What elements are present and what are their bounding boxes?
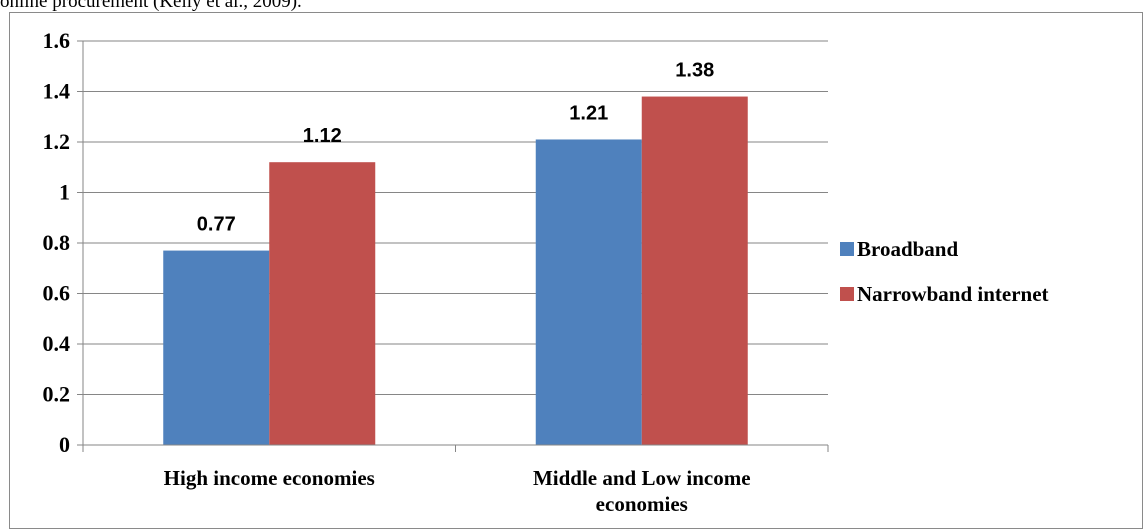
x-category-label: Middle and Low income xyxy=(533,466,751,490)
y-tick-label: 0 xyxy=(59,432,70,457)
data-label: 1.21 xyxy=(569,102,608,124)
bar-narrowband-internet xyxy=(641,96,748,446)
bar-broadband xyxy=(163,250,270,445)
legend: Broadband Narrowband internet xyxy=(840,237,1049,306)
legend-swatch xyxy=(840,242,854,256)
y-tick-label: 1.2 xyxy=(43,129,71,154)
y-tick-label: 0.8 xyxy=(43,230,71,255)
y-tick-label: 1.4 xyxy=(43,79,71,104)
y-tick-label: 0.4 xyxy=(43,331,71,356)
y-tick-label: 1 xyxy=(59,180,70,205)
bar-broadband xyxy=(535,139,642,445)
data-label: 0.77 xyxy=(197,214,236,236)
legend-label: Narrowband internet xyxy=(857,282,1049,306)
bars xyxy=(163,96,748,446)
legend-label: Broadband xyxy=(857,237,958,261)
axes xyxy=(77,40,829,452)
legend-swatch xyxy=(840,287,854,301)
caption-fragment: online procurement (Kelly et al., 2009). xyxy=(0,0,302,12)
x-category-label: High income economies xyxy=(164,466,375,490)
labels: 0 0.2 0.4 0.6 0.8 1 1.2 1.4 1.6 0.77 1.12 High inco… xyxy=(43,28,751,516)
y-tick-label: 1.6 xyxy=(43,28,71,53)
y-tick-label: 0.2 xyxy=(43,382,71,407)
bar-narrowband-internet xyxy=(269,162,376,445)
data-label: 1.38 xyxy=(675,60,714,82)
data-label: 1.12 xyxy=(303,125,342,147)
x-category-label: economies xyxy=(596,492,688,516)
y-tick-label: 0.6 xyxy=(43,281,71,306)
